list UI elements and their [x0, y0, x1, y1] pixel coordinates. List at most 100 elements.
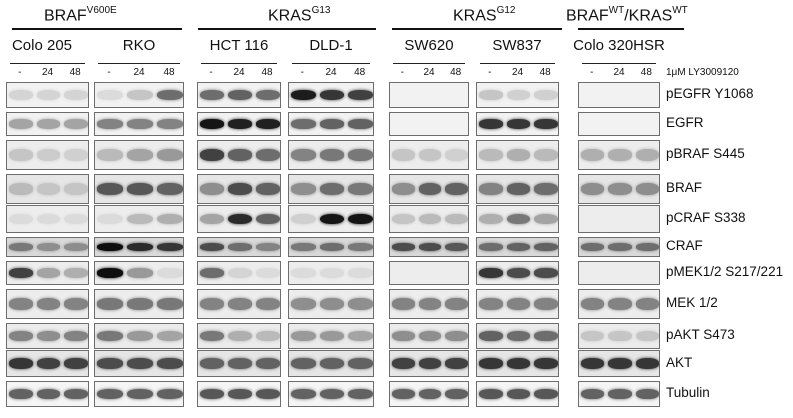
- protein-band: [291, 119, 316, 129]
- timepoint-label: 24: [423, 67, 435, 78]
- blot-panel: [94, 205, 184, 233]
- protein-band: [97, 183, 123, 195]
- blot-panel: [288, 237, 374, 257]
- protein-band: [200, 389, 224, 399]
- protein-band: [97, 243, 123, 251]
- protein-band: [348, 331, 373, 341]
- blot-panel: [94, 82, 184, 108]
- timepoint-label: 48: [450, 67, 462, 78]
- protein-band: [319, 243, 345, 251]
- timepoint-label: -: [107, 67, 111, 78]
- protein-band: [479, 331, 503, 341]
- protein-band: [506, 358, 531, 369]
- timepoint-label: 48: [163, 67, 175, 78]
- protein-band: [608, 358, 632, 369]
- protein-band: [506, 331, 531, 341]
- protein-band: [635, 149, 659, 161]
- protein-band: [200, 149, 224, 161]
- protein-band: [348, 358, 373, 369]
- blot-panel: [6, 82, 89, 108]
- blot-panel: [288, 205, 374, 233]
- blot-panel: [6, 381, 89, 407]
- protein-band: [418, 213, 442, 225]
- protein-band: [256, 183, 280, 195]
- blot-panel: [197, 261, 281, 285]
- protein-band: [291, 298, 316, 310]
- blot-panel: [389, 82, 469, 108]
- protein-band: [127, 243, 153, 251]
- timepoint-label: 48: [354, 67, 366, 78]
- protein-band: [291, 358, 316, 369]
- protein-band: [418, 149, 442, 161]
- blot-panel: [288, 82, 374, 108]
- protein-band: [157, 183, 183, 195]
- protein-band: [64, 298, 88, 310]
- protein-band: [9, 358, 33, 369]
- protein-band: [506, 268, 531, 278]
- protein-band: [256, 268, 280, 278]
- blot-panel: [476, 261, 559, 285]
- protein-band: [418, 358, 442, 369]
- protein-band: [479, 268, 503, 278]
- blot-panel: [94, 323, 184, 349]
- protein-band: [392, 183, 415, 195]
- protein-band: [319, 183, 345, 195]
- blot-panel: [288, 174, 374, 204]
- protein-band: [348, 90, 373, 100]
- blot-panel: [6, 174, 89, 204]
- protein-band: [608, 183, 632, 195]
- genotype-group-rule: [198, 28, 376, 30]
- blot-panel: [389, 205, 469, 233]
- protein-band: [256, 90, 280, 100]
- protein-band: [581, 183, 605, 195]
- protein-band: [200, 213, 224, 225]
- protein-band: [200, 298, 224, 310]
- protein-band: [97, 389, 123, 399]
- genotype-gene: BRAF: [44, 7, 87, 25]
- genotype-gene: BRAF: [566, 7, 609, 25]
- protein-band: [36, 331, 61, 341]
- protein-band: [348, 298, 373, 310]
- protein-band: [319, 90, 345, 100]
- protein-band: [64, 358, 88, 369]
- protein-band: [581, 331, 605, 341]
- protein-band: [319, 298, 345, 310]
- protein-band: [200, 331, 224, 341]
- protein-band: [157, 331, 183, 341]
- protein-band: [581, 149, 605, 161]
- timepoint-label: 48: [261, 67, 273, 78]
- protein-band: [9, 213, 33, 225]
- protein-label: pMEK1/2 S217/221: [666, 264, 784, 279]
- protein-band: [64, 331, 88, 341]
- protein-label: pEGFR Y1068: [666, 86, 754, 101]
- protein-band: [479, 243, 503, 251]
- protein-band: [228, 119, 252, 129]
- genotype-group-title: KRASG12: [453, 5, 516, 25]
- protein-band: [348, 389, 373, 399]
- protein-band: [256, 213, 280, 225]
- blot-panel: [389, 350, 469, 377]
- protein-band: [157, 119, 183, 129]
- timepoint-rule: [393, 63, 465, 64]
- blot-panel: [288, 140, 374, 170]
- blot-panel: [197, 82, 281, 108]
- protein-band: [9, 149, 33, 161]
- protein-band: [291, 389, 316, 399]
- blot-panel: [288, 323, 374, 349]
- timepoint-label: 24: [41, 67, 54, 78]
- protein-band: [228, 268, 252, 278]
- protein-band: [127, 331, 153, 341]
- protein-band: [256, 243, 280, 251]
- blot-panel: [578, 261, 660, 285]
- protein-band: [36, 389, 61, 399]
- blot-panel: [197, 323, 281, 349]
- protein-band: [319, 389, 345, 399]
- protein-band: [635, 183, 659, 195]
- protein-band: [200, 90, 224, 100]
- timepoint-rule: [582, 63, 656, 64]
- genotype-mutation: G12: [496, 5, 516, 16]
- protein-band: [256, 358, 280, 369]
- timepoint-label: 24: [133, 67, 145, 78]
- protein-band: [228, 90, 252, 100]
